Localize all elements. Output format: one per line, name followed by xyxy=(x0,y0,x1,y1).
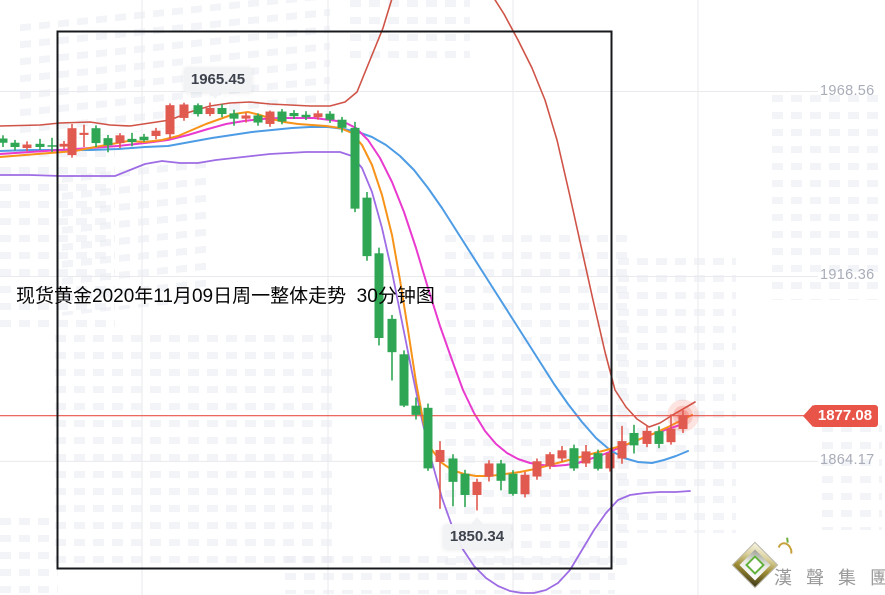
current-price-value: 1877.08 xyxy=(817,406,873,424)
logo-text: 漢聲集團 xyxy=(774,568,885,588)
axis-label-high: 1968.56 xyxy=(820,82,875,99)
logo-flourish-icon xyxy=(774,537,796,562)
current-price-badge: 1877.08 xyxy=(803,404,878,427)
axis-label-low: 1864.17 xyxy=(820,452,875,469)
tooltip-pointer-icon xyxy=(208,90,222,99)
high-price-value: 1965.45 xyxy=(190,70,246,88)
tooltip-pointer-icon xyxy=(470,517,484,526)
diamond-logo-icon xyxy=(733,543,777,587)
price-badge-arrow-icon xyxy=(803,404,813,427)
axis-label-mid: 1916.36 xyxy=(820,267,875,284)
hansheng-logo: 漢聲集團 xyxy=(728,537,885,595)
low-price-value: 1850.34 xyxy=(449,528,505,546)
chart-caption: 现货黄金2020年11月09日周一整体走势 30分钟图 xyxy=(16,286,435,307)
high-price-tooltip: 1965.45 xyxy=(184,66,252,99)
low-price-tooltip: 1850.34 xyxy=(443,517,511,550)
